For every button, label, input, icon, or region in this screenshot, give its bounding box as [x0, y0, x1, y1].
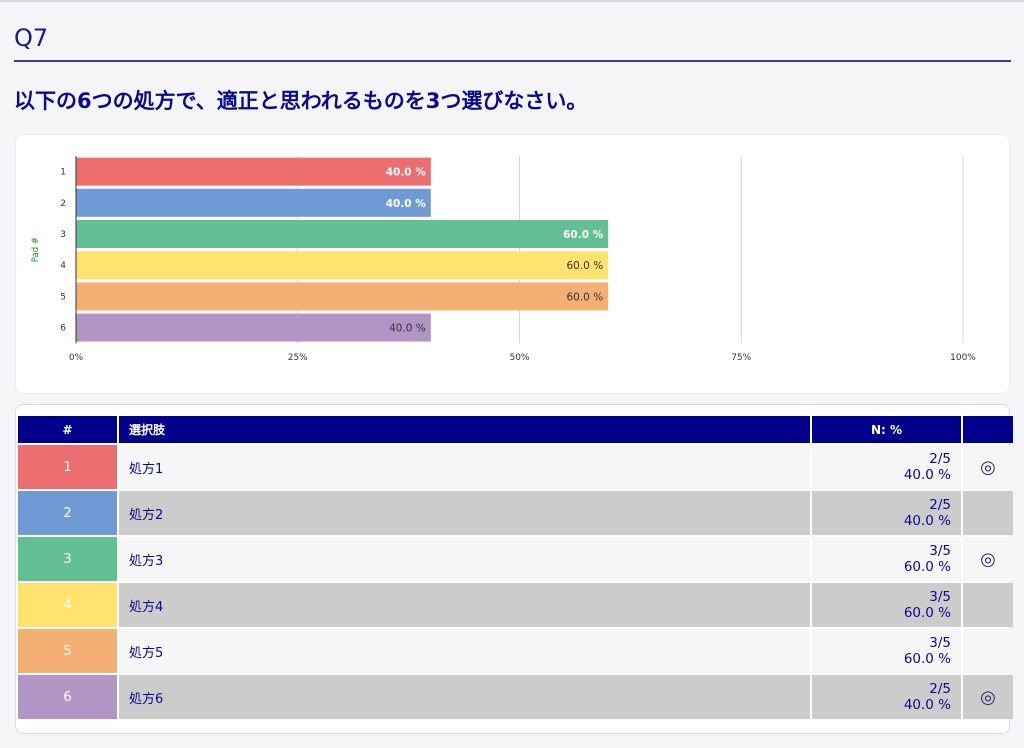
- row-choice: 処方5: [119, 629, 810, 673]
- table-row: 3 処方3 3/5 60.0 % ◎: [18, 537, 1013, 581]
- row-n-percent: 3/5 60.0 %: [812, 583, 961, 627]
- y-tick-label: 1: [60, 168, 66, 178]
- table-row: 5 処方5 3/5 60.0 %: [18, 629, 1013, 673]
- table-row: 4 処方4 3/5 60.0 %: [18, 583, 1013, 627]
- bar: [76, 188, 431, 217]
- correct-mark-icon: ◎: [963, 537, 1013, 581]
- header-num: #: [18, 416, 117, 443]
- bar-data-label: 40.0 %: [386, 198, 427, 210]
- top-divider: [0, 0, 1024, 2]
- row-percent: 60.0 %: [903, 651, 951, 667]
- x-tick-label: 100%: [950, 353, 976, 363]
- row-number: 3: [18, 537, 117, 581]
- x-tick-label: 25%: [288, 353, 308, 363]
- bar-data-label: 40.0 %: [386, 167, 427, 179]
- row-choice: 処方6: [119, 675, 810, 719]
- results-table-card: # 選択肢 N: % 1 処方1 2/5 40.0 % ◎ 2 処方2 2/5 40…: [15, 404, 1013, 734]
- row-n-percent: 3/5 60.0 %: [812, 537, 961, 581]
- y-axis-title: Pad #: [31, 237, 41, 262]
- bar: [76, 220, 609, 248]
- bar-data-label: 60.0 %: [566, 260, 603, 272]
- row-percent: 40.0 %: [903, 513, 951, 529]
- correct-mark-icon: ◎: [963, 675, 1013, 719]
- row-number: 4: [18, 583, 117, 627]
- question-text: 以下の6つの処方で、適正と思われるものを3つ選びなさい。: [14, 89, 588, 113]
- row-choice: 処方2: [119, 491, 810, 535]
- row-percent: 40.0 %: [903, 697, 951, 713]
- row-number: 5: [18, 629, 117, 673]
- correct-mark-icon: ◎: [963, 445, 1013, 489]
- row-number: 6: [18, 675, 117, 719]
- row-number: 2: [18, 491, 117, 535]
- row-choice: 処方3: [119, 537, 810, 581]
- question-header: Q7: [14, 22, 1011, 62]
- y-tick-label: 2: [60, 199, 66, 209]
- correct-mark-icon: [963, 629, 1013, 673]
- row-fraction: 2/5: [929, 681, 951, 697]
- bar: [76, 157, 431, 186]
- header-mark: [963, 416, 1013, 443]
- row-percent: 40.0 %: [903, 467, 951, 483]
- bar-data-label: 60.0 %: [566, 291, 603, 303]
- row-fraction: 3/5: [929, 635, 951, 651]
- row-fraction: 2/5: [929, 497, 951, 513]
- row-number: 1: [18, 445, 117, 489]
- header-choice: 選択肢: [119, 416, 810, 443]
- table-row: 2 処方2 2/5 40.0 %: [18, 491, 1013, 535]
- row-fraction: 3/5: [929, 543, 951, 559]
- bar-data-label: 40.0 %: [389, 323, 426, 335]
- question-number: Q7: [14, 24, 49, 52]
- bar: [76, 251, 609, 280]
- x-tick-label: 50%: [509, 353, 529, 363]
- row-n-percent: 3/5 60.0 %: [812, 629, 961, 673]
- x-tick-label: 75%: [731, 353, 751, 363]
- bar: [76, 313, 431, 342]
- row-choice: 処方4: [119, 583, 810, 627]
- correct-mark-icon: [963, 491, 1013, 535]
- header-n-percent: N: %: [812, 416, 961, 443]
- x-tick-label: 0%: [69, 353, 84, 363]
- chart-card: 0% 25% 50% 75% 100% 40.0 % 1 40.0 % 2 60.0 % 3 60.0…: [15, 134, 1010, 394]
- table-row: 1 処方1 2/5 40.0 % ◎: [18, 445, 1013, 489]
- table-header-row: # 選択肢 N: %: [18, 416, 1013, 443]
- row-choice: 処方1: [119, 445, 810, 489]
- row-n-percent: 2/5 40.0 %: [812, 675, 961, 719]
- bar: [76, 282, 609, 311]
- correct-mark-icon: [963, 583, 1013, 627]
- bar-chart: 0% 25% 50% 75% 100% 40.0 % 1 40.0 % 2 60.0 % 3 60.0…: [31, 156, 976, 363]
- y-tick-label: 4: [60, 261, 66, 271]
- bar-data-label: 60.0 %: [563, 229, 604, 241]
- row-fraction: 2/5: [929, 451, 951, 467]
- row-percent: 60.0 %: [903, 605, 951, 621]
- y-tick-label: 3: [60, 230, 66, 240]
- results-table: # 選択肢 N: % 1 処方1 2/5 40.0 % ◎ 2 処方2 2/5 40…: [16, 414, 1015, 721]
- row-fraction: 3/5: [929, 589, 951, 605]
- row-percent: 60.0 %: [903, 559, 951, 575]
- row-n-percent: 2/5 40.0 %: [812, 445, 961, 489]
- table-row: 6 処方6 2/5 40.0 % ◎: [18, 675, 1013, 719]
- y-tick-label: 6: [60, 324, 66, 334]
- row-n-percent: 2/5 40.0 %: [812, 491, 961, 535]
- y-tick-label: 5: [60, 292, 66, 302]
